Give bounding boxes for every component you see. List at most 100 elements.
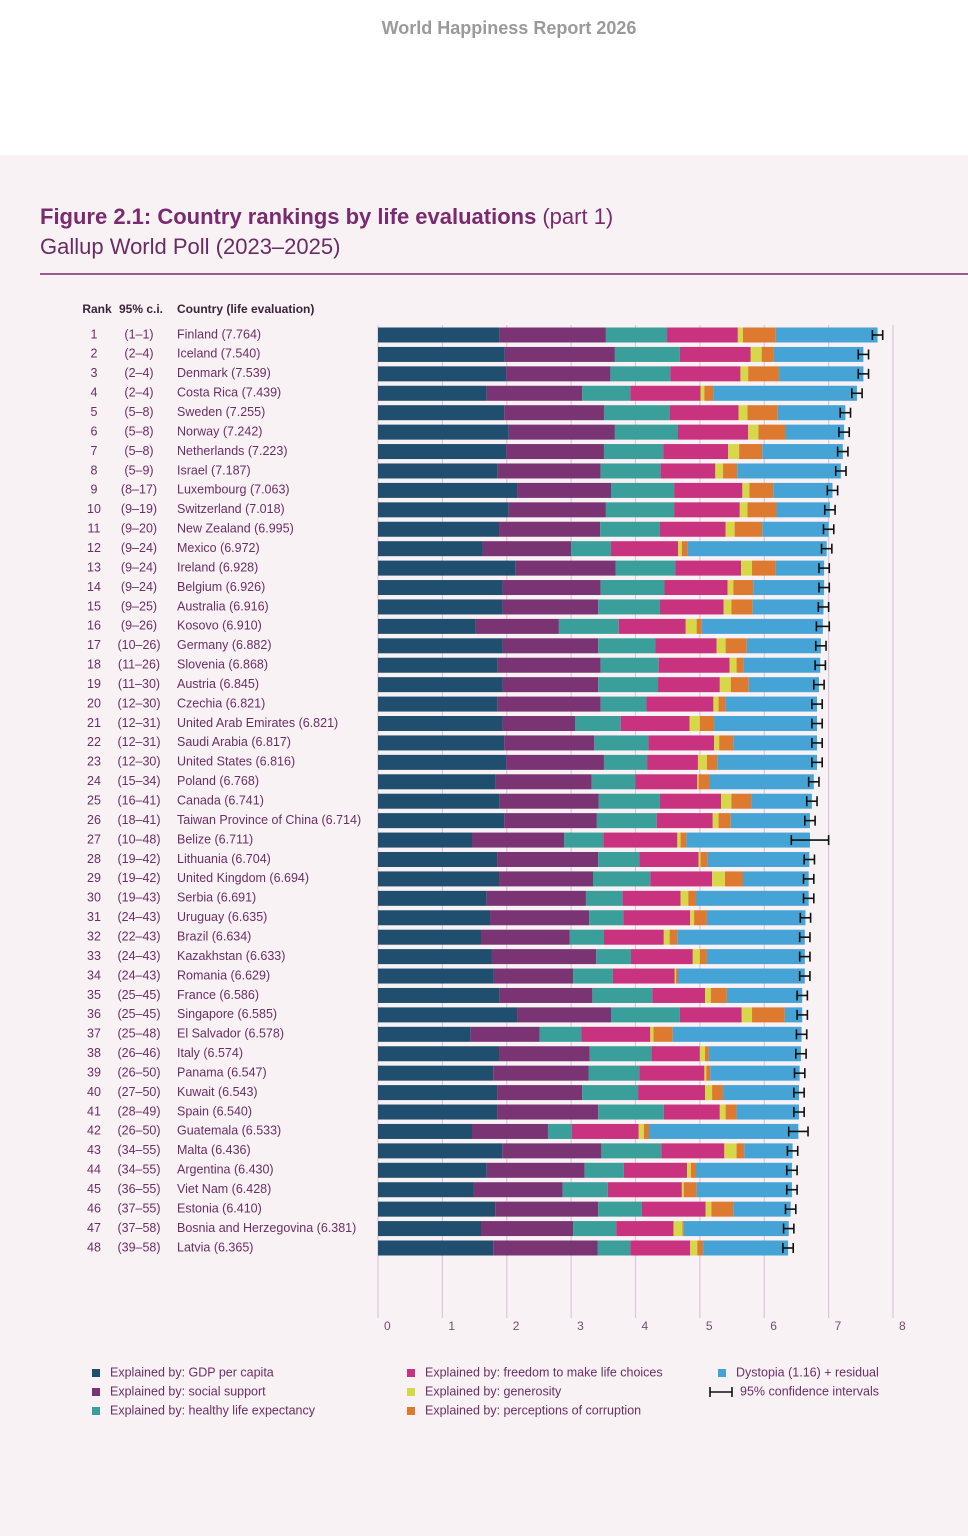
bar-segment	[596, 813, 657, 829]
bar-segment	[709, 774, 814, 790]
bar-segment	[677, 968, 805, 984]
rank: 35	[87, 988, 101, 1002]
bar-segment	[591, 774, 636, 790]
bar-segment	[584, 1162, 624, 1178]
rank-range: (12–30)	[117, 696, 160, 710]
x-tick-label: 1	[448, 1319, 455, 1333]
bar-segment	[663, 1104, 720, 1120]
bar-segment	[686, 832, 810, 848]
bar-segment	[776, 502, 830, 518]
bar-segment	[378, 1143, 503, 1159]
column-header: Country (life evaluation)	[177, 302, 314, 316]
bar-segment	[378, 657, 498, 673]
country-label: Spain (6.540)	[177, 1104, 252, 1118]
bar-segment	[741, 1007, 753, 1023]
country-label: Netherlands (7.223)	[177, 444, 287, 458]
country-label: Iceland (7.540)	[177, 347, 260, 361]
country-label: Saudi Arabia (6.817)	[177, 735, 291, 749]
bar-segment	[736, 657, 744, 673]
rank: 24	[87, 774, 101, 788]
bar-segment	[725, 1104, 737, 1120]
bar-segment	[687, 1162, 691, 1178]
bar-segment	[736, 1143, 745, 1159]
rank-range: (37–55)	[117, 1201, 160, 1215]
legend-label: 95% confidence intervals	[740, 1384, 879, 1398]
country-label: United States (6.816)	[177, 755, 295, 769]
rank-range: (5–8)	[124, 405, 153, 419]
bar-segment	[603, 405, 670, 421]
bar-segment	[378, 851, 498, 867]
bar-segment	[378, 871, 500, 887]
rank-range: (26–46)	[117, 1046, 160, 1060]
rank: 36	[87, 1007, 101, 1021]
x-tick-label: 7	[835, 1319, 842, 1333]
country-label: Latvia (6.365)	[177, 1240, 253, 1254]
bar-segment	[502, 677, 599, 693]
bar-segment	[470, 1026, 540, 1042]
bar-segment	[721, 793, 732, 809]
bar-segment	[582, 1085, 639, 1101]
bar-segment	[674, 968, 677, 984]
rank: 27	[87, 832, 101, 846]
bar-segment	[699, 716, 715, 732]
bar-segment	[753, 580, 825, 596]
error-bar	[814, 640, 827, 651]
rank-range: (5–9)	[124, 463, 153, 477]
error-bar	[811, 737, 823, 748]
bar-segment	[502, 599, 599, 615]
bar-segment	[762, 444, 843, 460]
rank-range: (2–4)	[124, 386, 153, 400]
bar-segment	[378, 1162, 487, 1178]
legend-swatch	[407, 1388, 415, 1396]
rank-range: (9–20)	[121, 522, 157, 536]
bar-segment	[499, 1046, 590, 1062]
bar-segment	[378, 1065, 494, 1081]
rank: 8	[91, 463, 98, 477]
bar-segment	[378, 444, 507, 460]
header-background	[0, 0, 968, 155]
error-bar	[796, 990, 809, 1001]
bar-segment	[664, 580, 728, 596]
bar-segment	[497, 1104, 599, 1120]
bar-segment	[687, 541, 827, 557]
error-bar	[820, 543, 833, 554]
bar-segment	[739, 444, 763, 460]
bar-segment	[746, 638, 821, 654]
bar-segment	[497, 463, 601, 479]
bar-segment	[615, 560, 676, 576]
bar-segment	[717, 754, 818, 770]
legend-label: Explained by: perceptions of corruption	[425, 1403, 641, 1417]
bar-segment	[597, 1240, 631, 1256]
bar-segment	[674, 502, 740, 518]
legend-swatch	[407, 1407, 415, 1415]
rank: 28	[87, 852, 101, 866]
error-bar	[793, 1087, 805, 1098]
bar-segment	[573, 1221, 617, 1237]
bar-segment	[699, 1046, 706, 1062]
bar-segment	[378, 696, 498, 712]
error-bar	[798, 951, 811, 962]
bar-segment	[706, 910, 806, 926]
rank-range: (27–50)	[117, 1085, 160, 1099]
rank-range: (5–8)	[124, 424, 153, 438]
bar-segment	[775, 327, 878, 343]
bar-segment	[502, 638, 599, 654]
country-label: Costa Rica (7.439)	[177, 386, 281, 400]
bar-segment	[649, 1123, 799, 1139]
bar-segment	[378, 541, 483, 557]
bar-segment	[725, 696, 818, 712]
bar-segment	[378, 929, 481, 945]
error-bar	[815, 621, 831, 632]
error-bar	[818, 582, 831, 593]
bar-segment	[378, 580, 503, 596]
rank-range: (28–49)	[117, 1104, 160, 1118]
rank-range: (36–55)	[117, 1182, 160, 1196]
bar-segment	[751, 793, 812, 809]
rank-range: (26–50)	[117, 1065, 160, 1079]
bar-segment	[603, 754, 648, 770]
bar-segment	[638, 1123, 644, 1139]
bar-segment	[726, 987, 803, 1003]
rank: 30	[87, 891, 101, 905]
rank: 41	[87, 1104, 101, 1118]
error-bar	[807, 776, 820, 787]
